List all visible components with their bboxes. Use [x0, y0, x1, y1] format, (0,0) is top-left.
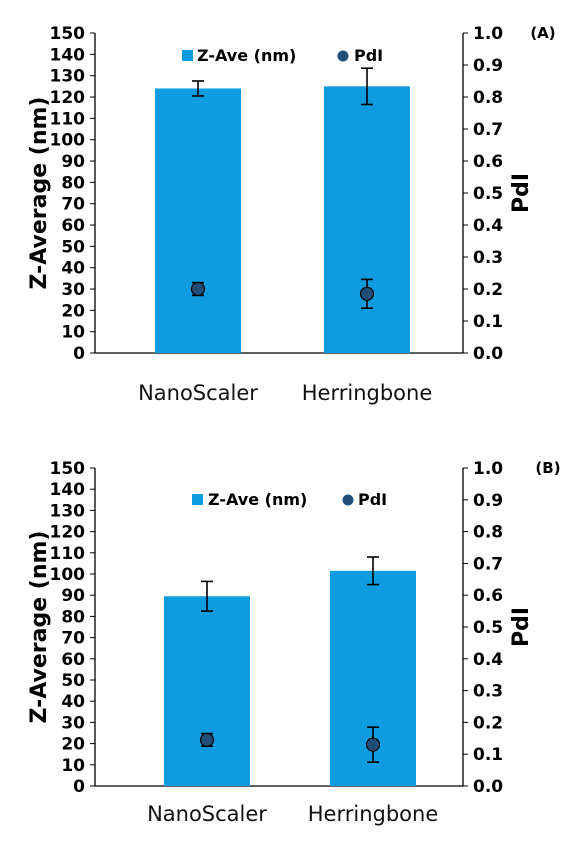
y-tick-label-left: 100	[50, 131, 86, 151]
y-tick-label-left: 140	[50, 480, 86, 500]
y-tick-label-right: 0.8	[473, 88, 503, 108]
y-tick-label-left: 110	[50, 544, 86, 564]
bar-herringbone	[324, 86, 410, 353]
panel-label: (B)	[535, 459, 560, 477]
legend-swatch-zave	[192, 494, 203, 505]
y-axis-title-left: Z-Average (nm)	[27, 97, 52, 290]
y-tick-label-right: 0.2	[473, 280, 503, 300]
y-tick-label-left: 60	[61, 650, 85, 670]
y-tick-label-left: 90	[61, 586, 85, 606]
x-tick-label: Herringbone	[302, 381, 433, 405]
y-tick-label-left: 110	[50, 109, 86, 129]
y-tick-label-left: 80	[61, 607, 85, 627]
bar-nanoscaler	[164, 596, 250, 786]
y-tick-label-right: 0.5	[473, 618, 503, 638]
y-tick-label-left: 150	[50, 459, 86, 479]
y-tick-label-left: 100	[50, 565, 86, 585]
x-tick-label: Herringbone	[308, 802, 439, 826]
y-tick-label-right: 0.8	[473, 523, 503, 543]
y-tick-label-left: 120	[50, 523, 86, 543]
legend-label-zave: Z-Ave (nm)	[197, 46, 296, 65]
y-tick-label-right: 0.5	[473, 184, 503, 204]
pdi-point-herringbone	[365, 737, 381, 752]
y-tick-label-left: 10	[61, 323, 85, 343]
y-tick-label-right: 0.6	[473, 152, 503, 172]
y-tick-label-right: 0.6	[473, 586, 503, 606]
y-tick-label-left: 0	[73, 777, 85, 797]
y-tick-label-right: 0.4	[473, 216, 503, 236]
x-tick-label: NanoScaler	[147, 802, 267, 826]
y-tick-label-left: 20	[61, 735, 85, 755]
y-tick-label-left: 10	[61, 756, 85, 776]
y-tick-label-left: 130	[50, 501, 86, 521]
y-tick-label-right: 0.3	[473, 682, 503, 702]
y-tick-label-right: 0.4	[473, 650, 503, 670]
legend-swatch-zave	[182, 50, 193, 61]
y-tick-label-right: 1.0	[473, 459, 503, 479]
y-tick-label-right: 0.7	[473, 120, 503, 140]
y-axis-title-right: PdI	[509, 173, 534, 213]
y-tick-label-left: 130	[50, 67, 86, 87]
y-tick-label-right: 0.2	[473, 713, 503, 733]
pdi-point-nanoscaler	[190, 281, 206, 297]
y-tick-label-left: 70	[61, 629, 85, 649]
y-tick-label-left: 140	[50, 45, 86, 65]
y-tick-label-left: 40	[61, 259, 85, 279]
bar-nanoscaler	[155, 88, 241, 353]
y-tick-label-right: 0.1	[473, 312, 503, 332]
legend-label-pdi: PdI	[358, 490, 387, 509]
y-tick-label-left: 50	[61, 671, 85, 691]
y-tick-label-left: 70	[61, 195, 85, 215]
y-tick-label-right: 0.0	[473, 344, 503, 364]
legend-label-zave: Z-Ave (nm)	[208, 490, 307, 509]
y-tick-label-left: 20	[61, 301, 85, 321]
y-tick-label-left: 40	[61, 692, 85, 712]
legend-marker-pdi	[337, 50, 349, 62]
panel-label: (A)	[530, 24, 555, 42]
y-tick-label-right: 0.1	[473, 745, 503, 765]
y-tick-label-left: 80	[61, 173, 85, 193]
y-tick-label-right: 0.7	[473, 554, 503, 574]
legend-label-pdi: PdI	[354, 46, 383, 65]
y-axis-title-right: PdI	[509, 607, 534, 647]
pdi-point-nanoscaler	[199, 732, 215, 747]
y-tick-label-right: 0.0	[473, 777, 503, 797]
y-tick-label-left: 150	[50, 24, 86, 44]
y-tick-label-left: 50	[61, 237, 85, 257]
y-axis-title-left: Z-Average (nm)	[27, 531, 52, 724]
y-tick-label-right: 0.9	[473, 491, 503, 511]
legend-marker-pdi	[342, 494, 354, 506]
y-tick-label-left: 30	[61, 280, 85, 300]
x-tick-label: NanoScaler	[138, 381, 258, 405]
y-tick-label-left: 120	[50, 88, 86, 108]
y-tick-label-left: 0	[73, 344, 85, 364]
y-tick-label-right: 1.0	[473, 24, 503, 44]
y-tick-label-right: 0.3	[473, 248, 503, 268]
y-tick-label-left: 30	[61, 713, 85, 733]
y-tick-label-left: 90	[61, 152, 85, 172]
y-tick-label-left: 60	[61, 216, 85, 236]
y-tick-label-right: 0.9	[473, 56, 503, 76]
pdi-point-herringbone	[359, 286, 375, 301]
